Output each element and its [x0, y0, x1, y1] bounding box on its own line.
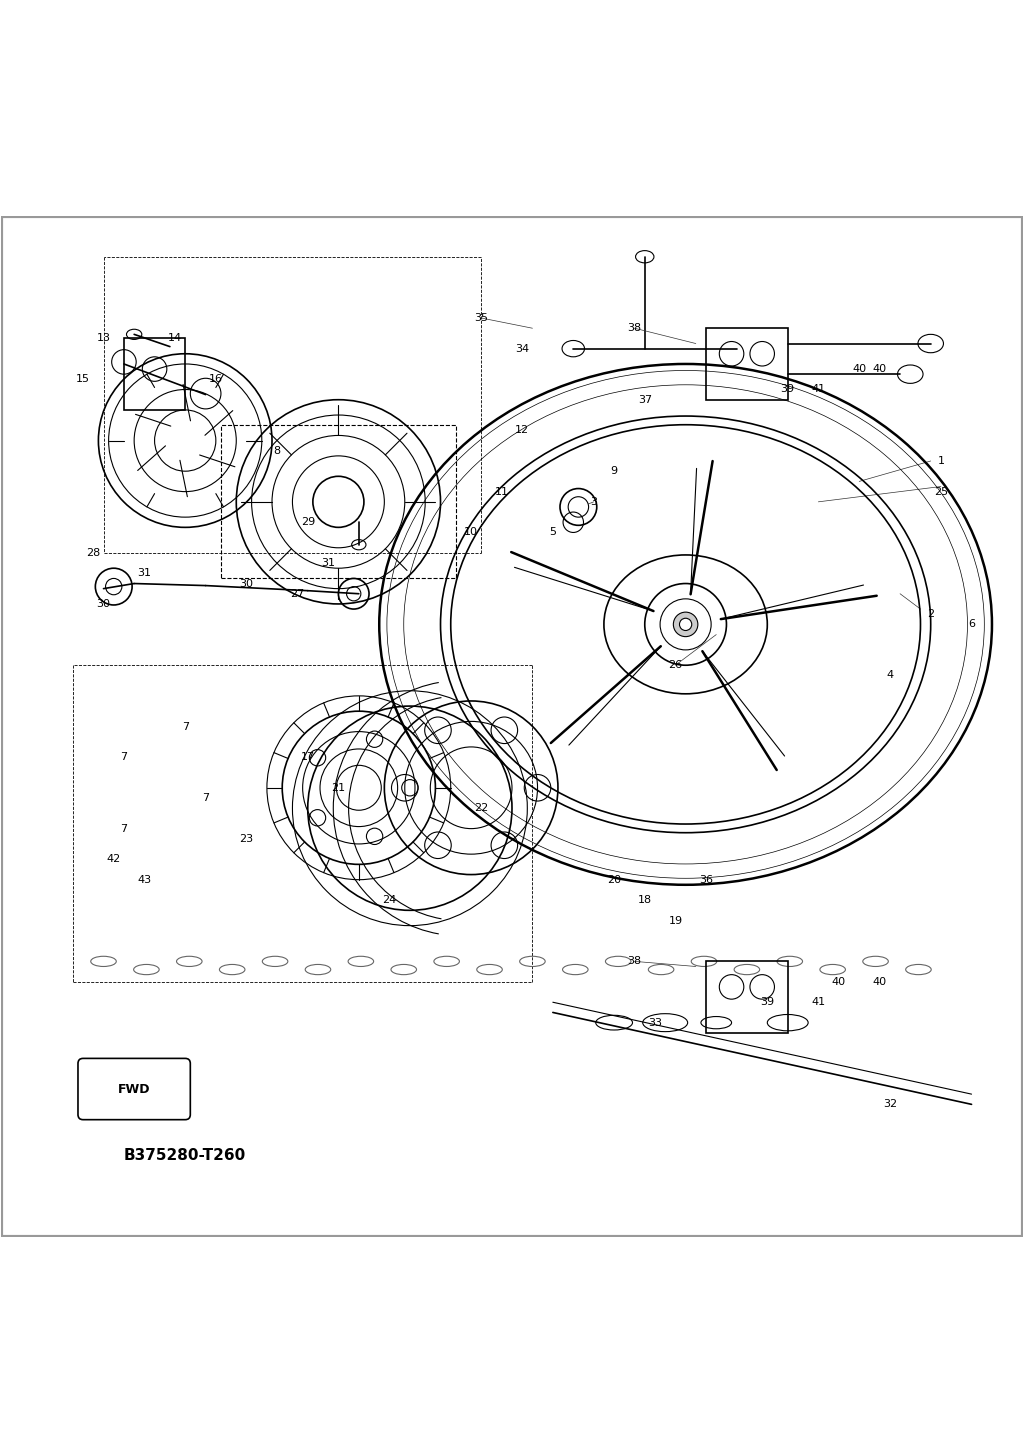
Text: 38: 38 [628, 956, 642, 966]
Text: 39: 39 [760, 997, 774, 1007]
Text: 17: 17 [301, 753, 314, 763]
Text: FWD: FWD [118, 1082, 151, 1096]
Text: 40: 40 [872, 976, 887, 987]
Text: 38: 38 [628, 323, 642, 333]
Text: 29: 29 [301, 517, 315, 527]
Text: 37: 37 [638, 395, 652, 405]
Text: 7: 7 [181, 722, 188, 731]
Text: 18: 18 [638, 895, 652, 905]
Text: 42: 42 [106, 854, 121, 865]
Circle shape [680, 618, 692, 631]
Text: 36: 36 [699, 875, 713, 885]
Text: 23: 23 [240, 834, 254, 844]
Text: 35: 35 [474, 312, 488, 323]
Circle shape [674, 612, 698, 636]
Text: 14: 14 [168, 333, 182, 343]
Text: 28: 28 [86, 548, 100, 558]
Text: 4: 4 [887, 670, 893, 680]
Text: B375280-T260: B375280-T260 [124, 1148, 247, 1162]
Text: 40: 40 [831, 976, 846, 987]
Text: 25: 25 [934, 487, 948, 497]
Text: 6: 6 [968, 619, 975, 629]
Text: 9: 9 [610, 466, 617, 477]
Bar [124, 339, 185, 410]
Text: 3: 3 [590, 497, 597, 507]
Text: 41: 41 [811, 385, 825, 395]
Text: 1: 1 [937, 456, 944, 466]
Text: 21: 21 [332, 783, 345, 793]
Text: 11: 11 [495, 487, 509, 497]
Text: 32: 32 [883, 1100, 897, 1109]
Text: 12: 12 [515, 426, 529, 436]
Text: 30: 30 [96, 599, 111, 609]
Text: 39: 39 [780, 385, 795, 395]
Text: 7: 7 [202, 793, 209, 804]
Text: 20: 20 [607, 875, 622, 885]
Text: 10: 10 [464, 527, 478, 538]
Text: 41: 41 [811, 997, 825, 1007]
Text: 24: 24 [382, 895, 396, 905]
FancyBboxPatch shape [78, 1058, 190, 1120]
Text: 26: 26 [669, 660, 682, 670]
Text: 19: 19 [669, 915, 682, 926]
Text: 2: 2 [927, 609, 934, 619]
Bar [706, 962, 787, 1033]
Text: 34: 34 [515, 344, 529, 353]
Text: 33: 33 [648, 1017, 662, 1027]
Text: 43: 43 [137, 875, 152, 885]
Text: 40: 40 [852, 365, 866, 373]
Text: 5: 5 [549, 527, 556, 538]
Text: 40: 40 [872, 365, 887, 373]
Text: 22: 22 [474, 804, 488, 814]
Text: 7: 7 [121, 753, 128, 763]
Text: 30: 30 [240, 578, 254, 588]
Text: 8: 8 [273, 446, 281, 456]
Text: 7: 7 [121, 824, 128, 834]
Text: 15: 15 [76, 375, 90, 384]
Text: 27: 27 [291, 588, 305, 599]
Text: 31: 31 [322, 558, 335, 568]
Text: 16: 16 [209, 375, 223, 384]
Bar [221, 426, 456, 578]
Text: 13: 13 [96, 333, 111, 343]
Text: 31: 31 [137, 568, 152, 578]
Bar [706, 328, 787, 400]
